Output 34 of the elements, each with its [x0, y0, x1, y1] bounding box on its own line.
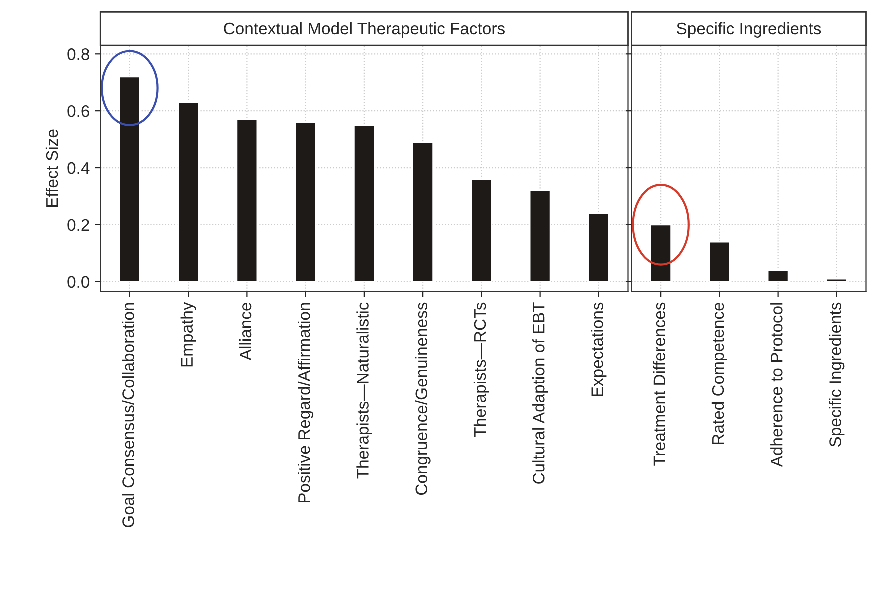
x-tick-label: Positive Regard/Affirmation: [298, 303, 314, 503]
x-tick-label: Adherence to Protocol: [770, 303, 783, 468]
bar: [650, 224, 672, 283]
bar: [826, 278, 848, 283]
bar: [294, 122, 317, 283]
bar: [588, 212, 610, 283]
bar: [470, 178, 493, 283]
chart-title: Contextual Model Therapeutic Factors: [224, 22, 505, 38]
bar: [178, 102, 200, 283]
bar: [767, 270, 790, 283]
bar: [118, 76, 141, 283]
bar: [353, 124, 376, 283]
x-tick-label: Rated Competence: [712, 302, 728, 444]
bar: [412, 142, 434, 283]
chart-title: Specific Ingredients: [677, 22, 822, 38]
y-axis-title: Effect Size: [46, 130, 58, 208]
x-tick-label: Specific Ingredients: [829, 302, 845, 447]
x-tick-label: Therapists—Naturalistic: [356, 302, 372, 479]
y-tick-label: 0.8: [68, 48, 90, 60]
bar: [708, 241, 731, 283]
bar: [236, 118, 258, 283]
y-tick-label: 0.4: [68, 162, 90, 174]
x-tick-label: Empathy: [180, 302, 196, 367]
x-tick-label: Alliance: [239, 302, 252, 361]
y-tick-label: 0.6: [68, 105, 90, 118]
x-tick-label: Treatment Differences: [653, 302, 666, 466]
x-tick-label: Cultural Adaption of EBT: [532, 302, 548, 484]
y-tick-label: 0.0: [68, 276, 90, 288]
y-tick-label: 0.2: [68, 219, 90, 232]
x-tick-label: Congruence/Genuineness: [415, 302, 431, 496]
bar: [529, 190, 552, 283]
x-tick-label: Goal Consensus/Collaboration: [122, 303, 134, 528]
x-tick-label: Therapists—RCTs: [474, 302, 490, 438]
x-tick-label: Expectations: [591, 302, 607, 396]
